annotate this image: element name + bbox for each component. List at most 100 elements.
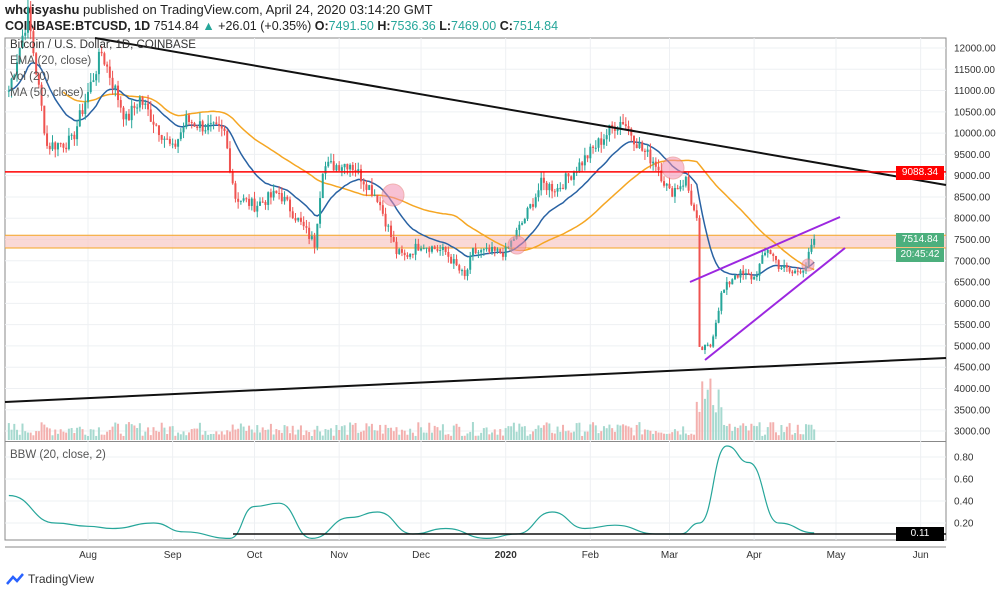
volume-bar	[638, 422, 641, 440]
volume-bar	[777, 435, 780, 440]
candle-body	[485, 247, 488, 250]
candle-body	[147, 103, 150, 110]
volume-bar	[409, 428, 412, 440]
volume-bar	[428, 422, 431, 440]
y-tick-label: 12000.00	[954, 44, 996, 55]
candle-body	[223, 128, 226, 132]
volume-bar	[521, 426, 524, 440]
candle-body	[157, 125, 160, 136]
volume-bar	[313, 429, 316, 440]
candle-body	[796, 270, 799, 272]
candle-body	[542, 177, 545, 183]
tradingview-logo[interactable]: TradingView	[6, 572, 94, 586]
candle-body	[665, 183, 668, 186]
volume-bar	[799, 434, 802, 440]
volume-bar	[177, 432, 180, 440]
candle-body	[783, 265, 786, 268]
candle-body	[81, 110, 84, 115]
candle-body	[280, 193, 283, 202]
candle-body	[556, 188, 559, 192]
volume-bar	[95, 435, 98, 440]
volume-bar	[698, 411, 701, 440]
candle-body	[428, 247, 431, 252]
volume-bar	[531, 431, 534, 440]
volume-bar	[581, 435, 584, 440]
volume-bar	[234, 429, 237, 440]
volume-bar	[125, 424, 128, 440]
volume-bar	[755, 426, 758, 440]
candle-body	[286, 196, 289, 200]
last-price-tag: 7514.84	[896, 233, 944, 247]
volume-bar	[220, 431, 223, 440]
volume-bar	[720, 407, 723, 440]
candle-body	[501, 252, 504, 257]
volume-bar	[548, 423, 551, 440]
volume-bar	[122, 435, 125, 440]
candle-body	[329, 161, 332, 163]
volume-bar	[523, 426, 526, 440]
candle-body	[398, 249, 401, 255]
volume-bar	[660, 432, 663, 440]
volume-bar	[627, 426, 630, 440]
x-tick-label: Nov	[330, 550, 348, 561]
y-tick-label: 4000.00	[954, 384, 991, 395]
candle-body	[179, 132, 182, 140]
author[interactable]: whoisyashu	[5, 2, 80, 17]
candle-body	[362, 181, 365, 185]
volume-bar	[690, 433, 693, 440]
volume-bar	[182, 431, 185, 440]
candle-body	[212, 122, 215, 124]
candle-body	[559, 187, 562, 189]
volume-bar	[474, 435, 477, 440]
candle-body	[24, 32, 27, 36]
volume-bar	[7, 423, 10, 440]
candle-body	[201, 121, 204, 132]
volume-bar	[649, 430, 652, 440]
volume-bar	[114, 422, 117, 440]
volume-bar	[87, 435, 89, 440]
close-label: C:	[499, 19, 513, 33]
volume-bar	[215, 431, 218, 440]
candle-body	[100, 51, 103, 54]
volume-bar	[275, 429, 278, 440]
volume-bar	[780, 424, 783, 440]
publish-info: whoisyashu published on TradingView.com,…	[5, 2, 433, 17]
volume-bar	[390, 427, 393, 440]
volume-bar	[712, 405, 715, 440]
candle-body	[324, 166, 327, 174]
candle-body	[602, 139, 605, 145]
volume-bar	[223, 434, 226, 440]
channel-upper-line	[689, 216, 841, 283]
volume-bar	[321, 435, 324, 440]
volume-bar	[40, 422, 43, 440]
candle-body	[373, 194, 376, 196]
candle-body	[234, 183, 237, 199]
candle-body	[616, 128, 619, 131]
volume-bar	[630, 427, 633, 440]
candle-body	[433, 246, 436, 250]
candle-body	[515, 229, 518, 239]
candle-body	[155, 124, 158, 126]
volume-bar	[589, 424, 592, 440]
volume-bar	[529, 434, 532, 440]
volume-bar	[157, 431, 160, 440]
volume-bar	[196, 428, 199, 440]
volume-bar	[488, 434, 491, 440]
volume-bar	[703, 398, 706, 440]
candle-body	[185, 115, 188, 128]
volume-bar	[540, 427, 543, 440]
volume-bar	[212, 433, 215, 440]
candle-body	[196, 126, 199, 129]
volume-bar	[526, 435, 529, 440]
volume-bar	[682, 426, 685, 440]
volume-bar	[575, 423, 578, 440]
volume-bar	[731, 431, 734, 440]
volume-bar	[384, 424, 387, 440]
volume-bar	[545, 422, 548, 440]
volume-bar	[553, 433, 556, 440]
volume-bar	[701, 381, 704, 440]
candle-body	[567, 173, 570, 177]
open-label: O:	[314, 19, 329, 33]
volume-bar	[485, 427, 488, 440]
